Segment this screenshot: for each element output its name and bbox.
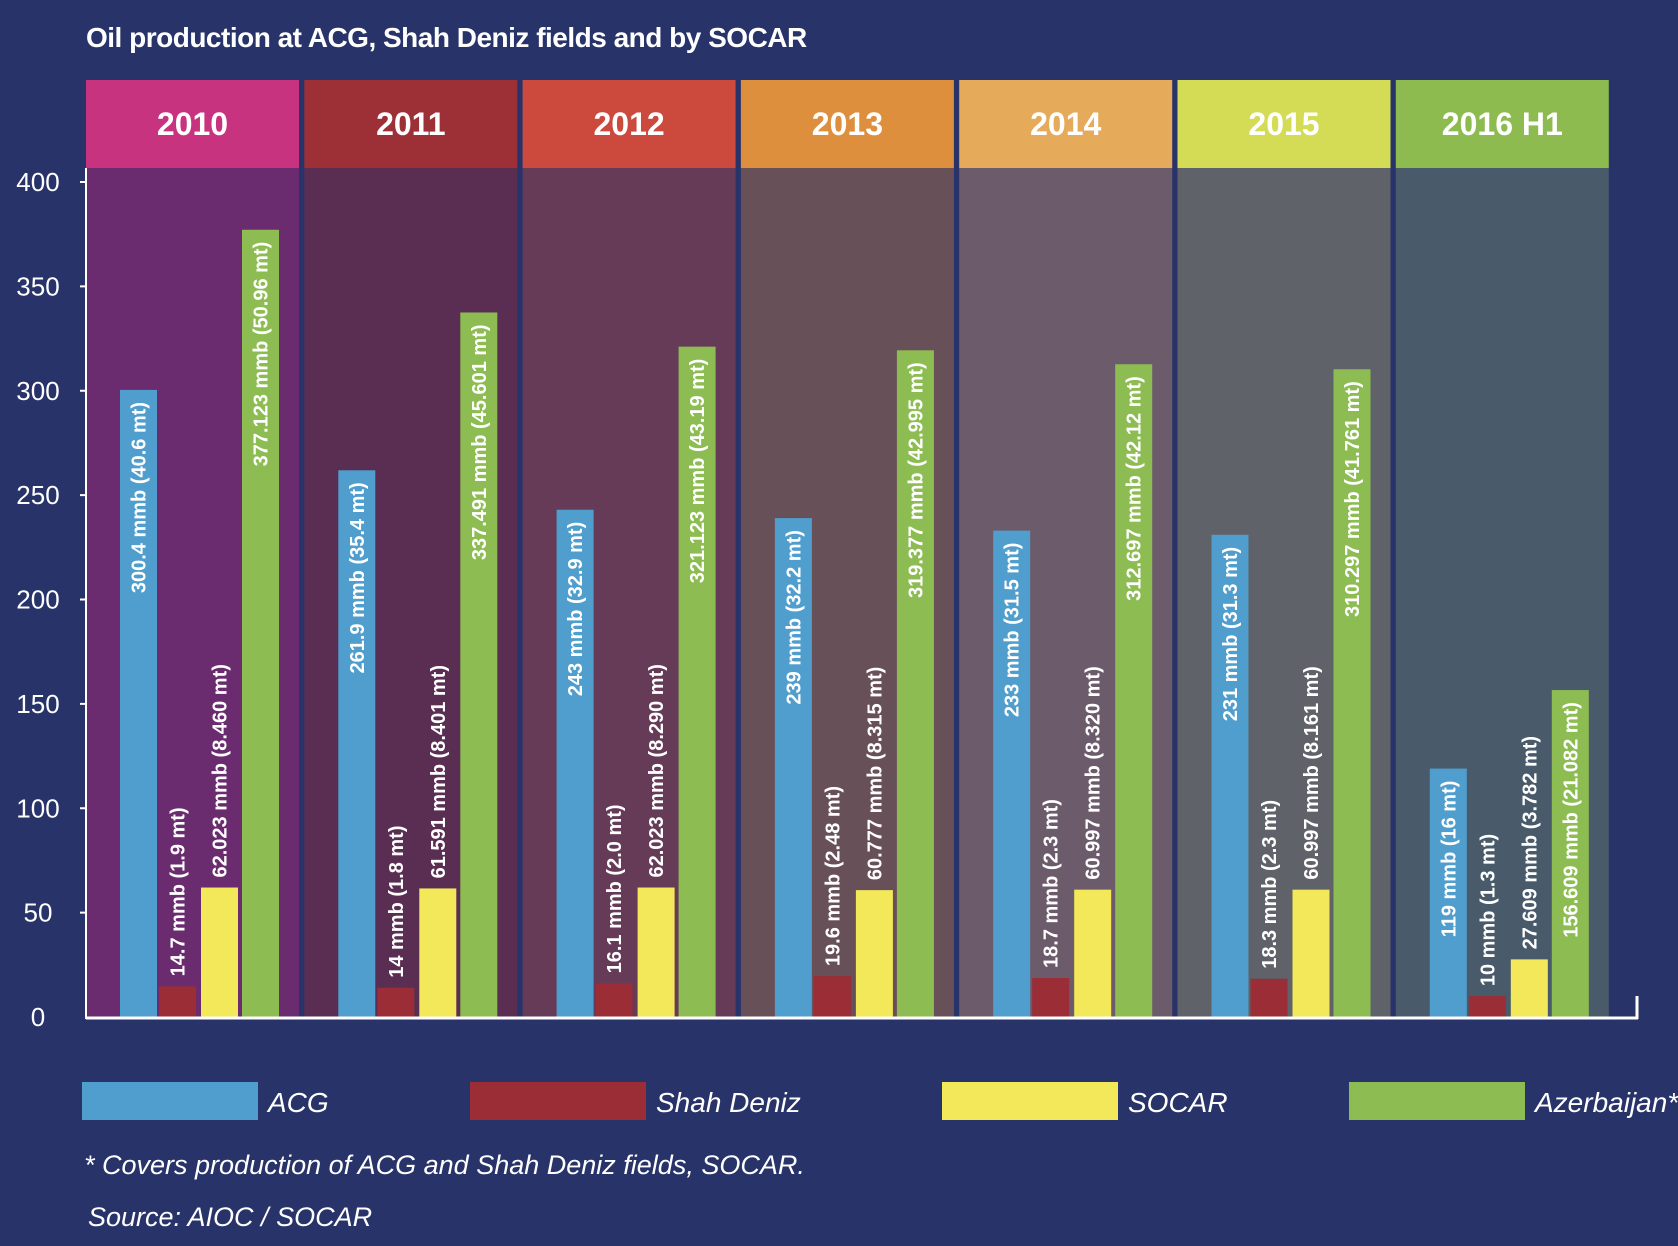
y-tick-label-0: 0 [31,1002,45,1032]
bar-socar-2013 [855,890,893,1017]
legend-swatch-shah-deniz [470,1082,646,1120]
header-2015 [1177,80,1391,168]
y-tick-label-150: 150 [16,689,59,719]
year-headers: 2010 2011 2012 2013 2014 2015 2016 H1 [86,80,1609,168]
header-2011 [304,80,518,168]
header-2013 [740,80,954,168]
bar-shah-deniz-2012 [595,983,633,1017]
bar-label-acg-2010: 300.4 mmb (40.6 mt) [129,402,151,593]
bar-label-azerbaijan-2014: 312.697 mmb (42.12 mt) [1124,376,1146,601]
y-tick-label-300: 300 [16,376,59,406]
bar-azerbaijan-2016-h1 [1551,690,1589,1017]
bar-acg-2010 [120,389,157,1017]
bar-label-shah-deniz-2012: 16.1 mmb (2.0 mt) [604,804,626,973]
bar-label-socar-2015: 60.997 mmb (8.161 mt) [1301,666,1323,879]
bar-label-socar-2010: 62.023 mmb (8.460 mt) [210,664,232,877]
bar-socar-2014 [1074,889,1112,1017]
bar-label-shah-deniz-2016-h1: 10 mmb (1.3 mt) [1477,834,1499,986]
footnote: * Covers production of ACG and Shah Deni… [84,1150,805,1180]
bar-acg-2014 [993,530,1031,1017]
bar-azerbaijan-2015 [1333,369,1371,1017]
legend-label-shah-deniz: Shah Deniz [656,1087,801,1118]
y-tick-label-350: 350 [16,271,59,301]
bar-azerbaijan-2013 [896,350,934,1017]
year-label-2014: 2014 [1030,106,1101,142]
bar-label-socar-2016-h1: 27.609 mmb (3.782 mt) [1519,736,1541,949]
bar-label-azerbaijan-2012: 321.123 mmb (43.19 mt) [687,359,709,584]
bar-shah-deniz-2010 [159,986,196,1017]
bar-label-shah-deniz-2010: 14.7 mmb (1.9 mt) [168,807,190,976]
bar-shah-deniz-2016-h1 [1468,996,1506,1017]
bar-azerbaijan-2012 [678,346,716,1017]
bar-label-azerbaijan-2015: 310.297 mmb (41.761 mt) [1342,381,1364,617]
bar-acg-2016-h1 [1429,768,1467,1017]
header-2014 [959,80,1173,168]
bar-labels: 300.4 mmb (40.6 mt) 261.9 mmb (35.4 mt) 24… [129,242,1583,986]
bar-azerbaijan-2010 [242,229,279,1017]
bar-label-shah-deniz-2014: 18.7 mmb (2.3 mt) [1041,799,1063,968]
header-2012 [522,80,736,168]
bar-acg-2013 [774,518,812,1017]
y-tick-label-50: 50 [24,898,53,928]
bar-label-acg-2014: 233 mmb (31.5 mt) [1002,543,1024,718]
legend-swatch-socar [942,1082,1118,1120]
year-label-2013: 2013 [812,106,883,142]
header-2010 [86,80,299,168]
y-tick-label-100: 100 [16,793,59,823]
legend: ACG Shah Deniz SOCAR Azerbaijan* [82,1082,1678,1120]
y-axis: 0 50 100 150 200 250 300 350 400 [16,167,86,1032]
legend-swatch-acg [82,1082,258,1120]
bar-label-acg-2013: 239 mmb (32.2 mt) [783,530,805,705]
bar-shah-deniz-2014 [1032,977,1070,1017]
bar-shah-deniz-2011 [377,987,415,1017]
bar-label-azerbaijan-2013: 319.377 mmb (42.995 mt) [905,362,927,598]
bar-label-shah-deniz-2013: 19.6 mmb (2.48 mt) [822,786,844,966]
year-label-2015: 2015 [1248,106,1319,142]
source-note: Source: AIOC / SOCAR [88,1202,373,1232]
header-2016-h1 [1395,80,1609,168]
year-label-2011: 2011 [376,106,445,142]
year-label-2010: 2010 [157,106,228,142]
bars [120,229,1589,1018]
bar-label-azerbaijan-2011: 337.491 mmb (45.601 mt) [469,324,491,560]
bar-label-acg-2012: 243 mmb (32.9 mt) [565,522,587,697]
bar-label-shah-deniz-2015: 18.3 mmb (2.3 mt) [1259,800,1281,969]
bar-socar-2010 [201,887,238,1017]
axis-lines [85,168,1639,1020]
bar-azerbaijan-2011 [460,312,498,1017]
y-tick-label-400: 400 [16,167,59,197]
bar-socar-2011 [419,888,457,1017]
bar-acg-2011 [338,470,376,1017]
bar-shah-deniz-2013 [813,976,851,1017]
chart-title: Oil production at ACG, Shah Deniz fields… [86,22,807,53]
legend-swatch-azerbaijan [1349,1082,1525,1120]
bar-label-azerbaijan-2016-h1: 156.609 mmb (21.082 mt) [1560,702,1582,938]
bar-label-shah-deniz-2011: 14 mmb (1.8 mt) [386,826,408,978]
y-tick-label-250: 250 [16,480,59,510]
legend-label-acg: ACG [266,1087,329,1118]
bar-socar-2015 [1292,889,1330,1017]
bar-azerbaijan-2014 [1115,364,1153,1018]
bar-label-socar-2014: 60.997 mmb (8.320 mt) [1083,666,1105,879]
bar-label-socar-2013: 60.777 mmb (8.315 mt) [864,667,886,880]
bar-label-acg-2011: 261.9 mmb (35.4 mt) [347,482,369,673]
bar-socar-2016-h1 [1510,959,1548,1017]
bar-label-azerbaijan-2010: 377.123 mmb (50.96 mt) [251,242,273,467]
year-label-2012: 2012 [594,106,665,142]
bar-shah-deniz-2015 [1250,978,1288,1017]
legend-label-azerbaijan: Azerbaijan* [1533,1087,1678,1118]
bar-acg-2012 [556,509,594,1017]
bar-socar-2012 [637,887,675,1017]
bar-label-acg-2015: 231 mmb (31.3 mt) [1220,547,1242,722]
year-panels [86,168,1609,1017]
bar-label-socar-2011: 61.591 mmb (8.401 mt) [428,665,450,878]
legend-label-socar: SOCAR [1128,1087,1228,1118]
bar-label-socar-2012: 62.023 mmb (8.290 mt) [646,664,668,877]
year-label-2016-h1: 2016 H1 [1442,106,1563,142]
bar-acg-2015 [1211,534,1249,1017]
y-tick-label-200: 200 [16,585,59,615]
bar-label-acg-2016-h1: 119 mmb (16 mt) [1438,781,1460,938]
